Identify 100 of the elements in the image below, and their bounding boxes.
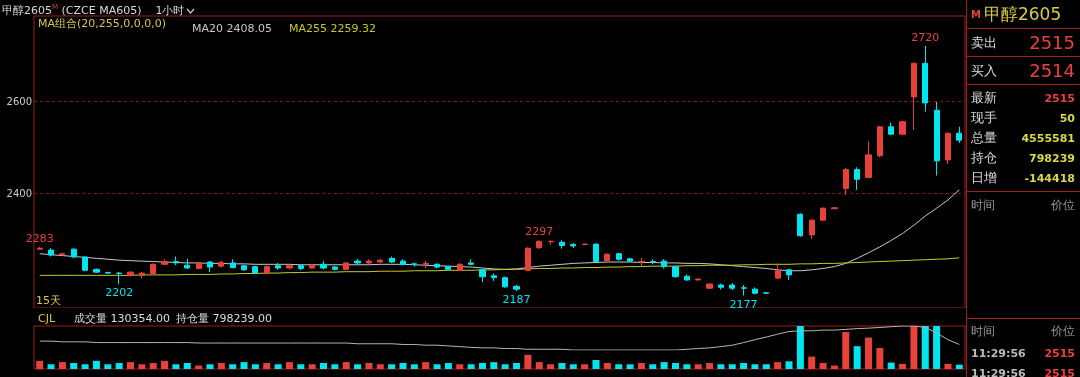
bar	[740, 362, 748, 369]
candlestick	[457, 262, 463, 272]
bar	[569, 364, 577, 369]
bar	[819, 362, 827, 369]
candlestick	[343, 261, 349, 271]
bar	[615, 364, 623, 369]
bar	[785, 361, 793, 369]
candlestick	[604, 253, 610, 263]
candlestick	[264, 264, 270, 275]
candlestick	[320, 260, 327, 270]
bar	[172, 364, 180, 369]
candlestick	[252, 265, 258, 275]
y-tick-label: 2400	[6, 187, 32, 199]
bar	[320, 362, 328, 369]
candlestick	[729, 282, 735, 291]
bar	[649, 364, 657, 369]
annotation: 2187	[502, 292, 531, 306]
candlestick	[71, 247, 77, 259]
candlestick	[809, 218, 815, 240]
bar	[933, 326, 941, 369]
text: 时间	[971, 196, 995, 214]
bar	[717, 364, 725, 369]
candlestick	[196, 261, 202, 270]
candlestick	[286, 263, 293, 270]
text: 现手	[971, 109, 997, 127]
text: 持仓量 798239.00	[176, 312, 272, 325]
bar	[626, 364, 634, 369]
legend-label: MA20 2408.05	[192, 21, 272, 35]
chart-title: 甲醇2605$^{M}$ (CZCE MA605)	[2, 3, 142, 17]
bar	[808, 356, 816, 369]
text: 4555581	[1021, 131, 1075, 145]
bar	[899, 363, 907, 369]
bar	[660, 362, 668, 369]
bar	[104, 364, 112, 369]
bar	[183, 362, 191, 369]
annotation: 2720	[911, 30, 940, 44]
bar	[524, 354, 532, 369]
candlestick	[627, 257, 633, 263]
bar	[490, 362, 498, 369]
candlestick	[672, 265, 679, 279]
bar	[251, 364, 259, 369]
bar	[342, 362, 350, 369]
text: 时间	[971, 322, 995, 340]
bar	[331, 364, 339, 369]
candlestick	[59, 252, 65, 257]
candlestick	[684, 273, 690, 282]
bar	[399, 362, 407, 369]
bar	[853, 346, 861, 369]
candlestick	[843, 167, 849, 196]
bar	[36, 360, 44, 369]
bar	[876, 347, 884, 369]
bar	[433, 364, 441, 369]
candlestick	[888, 122, 894, 136]
bar	[127, 362, 135, 369]
bar	[887, 362, 895, 369]
candlestick	[797, 212, 803, 238]
bar	[774, 362, 782, 369]
bar	[558, 362, 566, 369]
text: 日增	[971, 169, 997, 187]
candlestick	[82, 256, 88, 272]
text: 持仓	[971, 149, 997, 167]
bar	[388, 364, 396, 369]
candlestick	[638, 257, 645, 267]
candlestick	[513, 284, 520, 292]
candlestick	[411, 261, 417, 268]
candlestick	[230, 258, 236, 269]
candlestick	[865, 141, 872, 179]
candlestick	[877, 125, 883, 158]
line-series	[39, 257, 960, 276]
candlestick	[752, 286, 758, 295]
candlestick	[445, 265, 451, 271]
candlestick	[37, 246, 43, 251]
text: 卖出	[971, 33, 997, 52]
bar	[81, 364, 89, 369]
candlestick	[218, 260, 224, 269]
candlestick	[207, 260, 213, 273]
candlestick	[127, 270, 134, 278]
bar	[501, 364, 509, 369]
candlestick	[423, 260, 429, 269]
bar	[603, 362, 611, 369]
text: 798239	[1029, 151, 1075, 165]
bar	[149, 362, 157, 369]
annotation: 2202	[105, 286, 134, 300]
y-tick-label: 2600	[6, 95, 32, 107]
bar	[796, 326, 804, 369]
candlestick	[650, 258, 656, 265]
candlestick	[548, 239, 554, 246]
bar	[535, 362, 543, 369]
candlestick	[173, 256, 179, 266]
bar	[547, 364, 555, 369]
candlestick	[775, 262, 781, 280]
candlestick	[741, 284, 747, 297]
bar	[955, 364, 963, 369]
text: 11:29:56	[971, 366, 1026, 377]
text: 成交量 130354.00	[74, 312, 170, 325]
bar	[921, 326, 929, 369]
candlestick	[502, 276, 508, 289]
candlestick	[593, 243, 599, 263]
bar	[944, 363, 952, 369]
bar	[206, 364, 214, 369]
